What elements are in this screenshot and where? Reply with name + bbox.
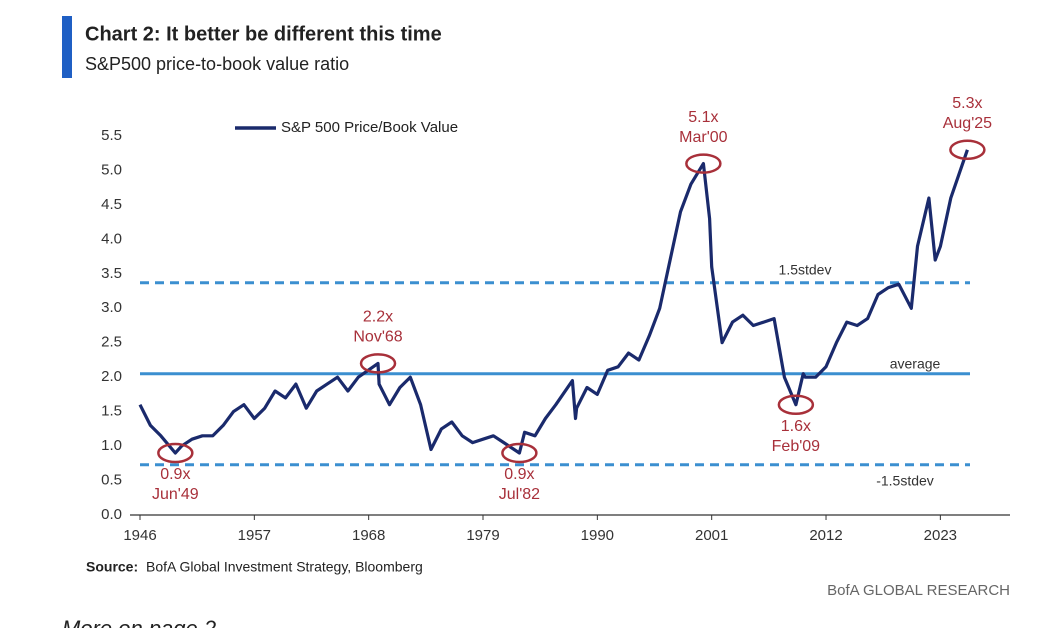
annotation-date: Feb'09 xyxy=(772,438,821,455)
annotation-value: 0.9x xyxy=(160,466,190,483)
annotation-date: Nov'68 xyxy=(353,329,402,346)
x-tick-label: 2023 xyxy=(924,527,957,544)
y-tick-label: 3.5 xyxy=(101,265,122,282)
y-tick-label: 4.5 xyxy=(101,196,122,213)
annotation-circle xyxy=(501,442,538,464)
x-tick-label: 2012 xyxy=(809,527,842,544)
y-tick-label: 1.5 xyxy=(101,403,122,420)
y-tick-label: 3.0 xyxy=(101,299,122,316)
x-tick-label: 1990 xyxy=(581,527,614,544)
source-label: Source: xyxy=(86,559,138,575)
y-tick-label: 5.5 xyxy=(101,127,122,144)
annotation-value: 5.1x xyxy=(688,109,718,126)
annotation-value: 5.3x xyxy=(952,95,982,112)
legend-label: S&P 500 Price/Book Value xyxy=(281,119,458,136)
y-tick-label: 2.5 xyxy=(101,334,122,351)
x-tick-label: 1968 xyxy=(352,527,385,544)
annotation-circle xyxy=(685,153,722,174)
y-tick-label: 2.0 xyxy=(101,368,122,385)
annotation-value: 0.9x xyxy=(504,466,534,483)
data-line xyxy=(138,149,969,455)
annotation-date: Jul'82 xyxy=(499,486,540,503)
chart-subtitle: S&P500 price-to-book value ratio xyxy=(85,54,349,74)
annotation-date: Aug'25 xyxy=(943,115,992,132)
annotation-circle xyxy=(949,139,986,161)
y-tick-label: 0.0 xyxy=(101,506,122,523)
annotation-date: Jun'49 xyxy=(152,486,199,503)
x-tick-label: 2001 xyxy=(695,527,728,544)
reference-label: 1.5stdev xyxy=(779,261,832,277)
x-tick-label: 1979 xyxy=(466,527,499,544)
title-bar xyxy=(62,16,72,78)
note: More on page 2 xyxy=(62,616,216,628)
annotation-value: 1.6x xyxy=(781,418,811,435)
x-tick-label: 1946 xyxy=(123,527,156,544)
reference-label: -1.5stdev xyxy=(876,472,934,488)
annotation-circle xyxy=(157,442,194,464)
brand: BofA GLOBAL RESEARCH xyxy=(827,582,1010,599)
x-tick-label: 1957 xyxy=(238,527,271,544)
annotation-value: 2.2x xyxy=(363,309,393,326)
reference-label: average xyxy=(890,355,941,371)
y-tick-label: 5.0 xyxy=(101,161,122,178)
y-tick-label: 1.0 xyxy=(101,437,122,454)
annotation-circle xyxy=(359,353,397,374)
annotation-circle xyxy=(777,394,815,415)
annotation-date: Mar'00 xyxy=(679,129,728,146)
source: BofA Global Investment Strategy, Bloombe… xyxy=(146,559,423,575)
y-tick-label: 4.0 xyxy=(101,230,122,247)
y-tick-label: 0.5 xyxy=(101,472,122,489)
chart-title: Chart 2: It better be different this tim… xyxy=(85,23,442,45)
